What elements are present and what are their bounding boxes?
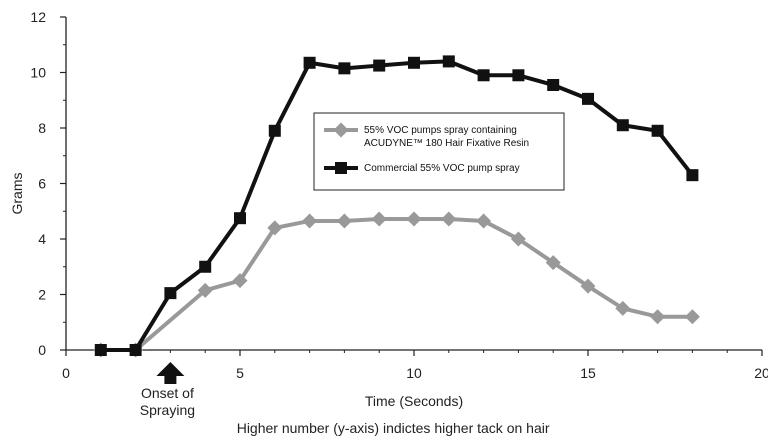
- data-point: [373, 59, 386, 72]
- data-point: [268, 124, 281, 137]
- legend-box: [313, 112, 565, 191]
- data-point: [406, 211, 422, 227]
- data-point: [267, 220, 283, 236]
- y-tick-label: 8: [38, 120, 46, 136]
- x-tick-label: 0: [62, 365, 70, 381]
- data-point: [684, 309, 700, 325]
- series-layer: [93, 55, 700, 358]
- onset-arrow-icon: [156, 362, 185, 384]
- data-point: [441, 211, 457, 227]
- data-point: [371, 211, 387, 227]
- legend-swatch-marker: [335, 162, 347, 174]
- data-point: [303, 56, 316, 69]
- data-point: [512, 69, 525, 82]
- data-point: [199, 260, 212, 273]
- legend: 55% VOC pumps spray containing ACUDYNE™ 1…: [313, 112, 565, 191]
- data-point: [94, 344, 107, 356]
- y-tick-label: 6: [38, 176, 46, 192]
- x-tick-label: 5: [236, 365, 244, 381]
- data-point: [302, 213, 318, 229]
- y-tick-label: 0: [38, 342, 46, 358]
- series-line: [100, 217, 693, 352]
- legend-label: 55% VOC pumps spray containing: [364, 125, 517, 136]
- data-point: [129, 344, 142, 356]
- data-point: [197, 282, 213, 298]
- data-point: [442, 55, 455, 68]
- data-point: [650, 309, 666, 325]
- series-commercial-spray: [94, 55, 699, 356]
- footnote: Higher number (y-axis) indictes higher t…: [237, 420, 550, 436]
- data-point: [234, 212, 246, 225]
- data-point: [510, 231, 526, 247]
- data-point: [408, 56, 420, 69]
- y-tick-label: 10: [30, 65, 46, 81]
- y-axis-label: Grams: [9, 173, 25, 215]
- x-tick-label: 10: [406, 365, 422, 381]
- data-point: [616, 119, 629, 132]
- onset-label: Spraying: [140, 402, 195, 418]
- data-point: [580, 278, 596, 294]
- legend-label: Commercial 55% VOC pump spray: [364, 163, 520, 174]
- data-point: [164, 287, 177, 300]
- data-point: [336, 213, 352, 229]
- data-point: [545, 255, 561, 271]
- data-point: [547, 78, 560, 91]
- legend-swatch-marker: [333, 122, 349, 138]
- axes: 0 2 4 6 8 10 12 0 5 10 15 20 Time (Seconds) Grams: [9, 9, 768, 409]
- x-tick-label: 20: [754, 365, 768, 381]
- x-axis-label: Time (Seconds): [365, 393, 463, 409]
- y-tick-label: 2: [38, 287, 46, 303]
- data-point: [582, 92, 594, 105]
- data-point: [651, 124, 664, 137]
- series-acudyne-spray: [93, 211, 700, 358]
- data-point: [686, 169, 699, 182]
- legend-label: ACUDYNE™ 180 Hair Fixative Resin: [364, 138, 529, 149]
- data-point: [615, 300, 631, 316]
- series-line: [100, 59, 694, 352]
- data-point: [477, 69, 490, 82]
- y-tick-label: 12: [30, 9, 46, 25]
- onset-label: Onset of: [141, 385, 194, 401]
- x-tick-label: 15: [580, 365, 596, 381]
- data-point: [338, 62, 351, 75]
- data-point: [232, 273, 248, 289]
- y-tick-label: 4: [38, 231, 46, 247]
- data-point: [476, 213, 492, 229]
